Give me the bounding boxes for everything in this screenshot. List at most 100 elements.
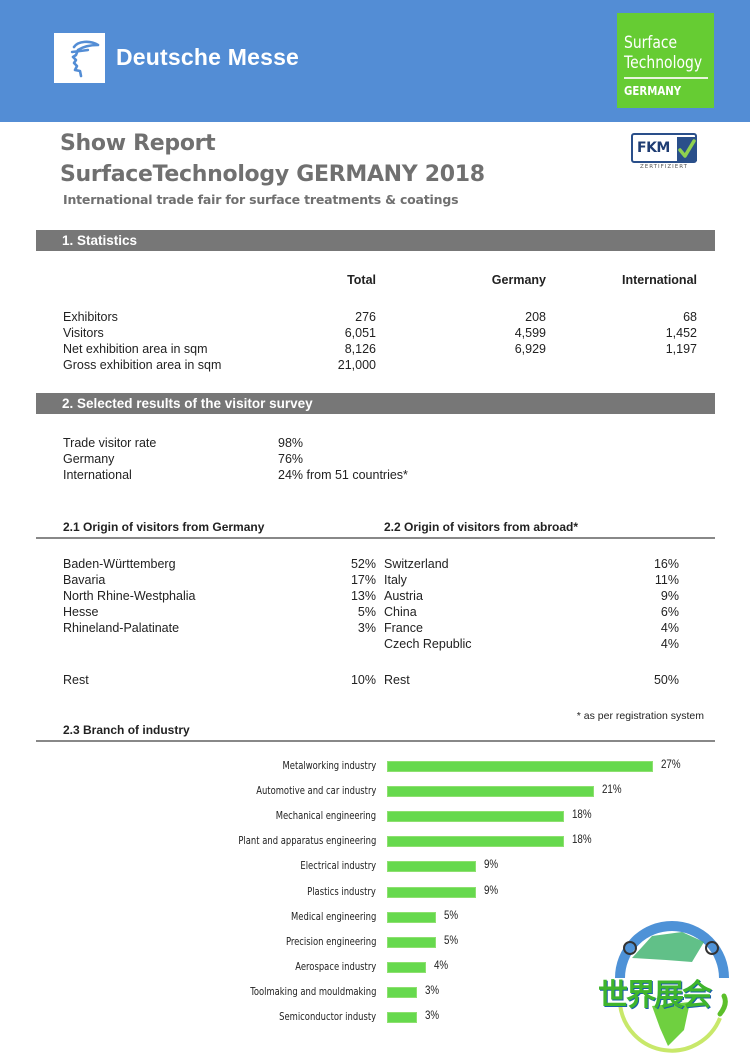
cell-total: 8,126 — [344, 342, 376, 356]
fkm-badge-frame: FKM — [631, 133, 697, 163]
event-subtitle: International trade fair for surface tre… — [63, 192, 459, 207]
fkm-certification-badge: FKM ZERTIFIZIERT — [629, 133, 699, 171]
event-logo-divider — [624, 77, 708, 79]
bar — [387, 936, 436, 948]
section-divider — [36, 740, 715, 742]
bar — [387, 761, 653, 772]
page-header: Deutsche Messe Surface Technology GERMAN… — [0, 0, 750, 122]
list-item-value: 3% — [357, 621, 376, 635]
fkm-badge-text: FKM — [637, 140, 670, 156]
bar-label: Electrical industry — [300, 859, 376, 873]
germany-origin-heading: 2.1 Origin of visitors from Germany — [63, 520, 265, 534]
branch-heading: 2.3 Branch of industry — [63, 723, 190, 737]
list-item-label: China — [384, 605, 417, 619]
abroad-origin-heading: 2.2 Origin of visitors from abroad* — [384, 520, 579, 534]
bar — [387, 861, 476, 873]
survey-label: Trade visitor rate — [63, 436, 157, 450]
survey-value: 24% from 51 countries* — [278, 468, 408, 482]
bar — [387, 836, 564, 848]
row-label: Net exhibition area in sqm — [63, 342, 208, 356]
bar-value-label: 27% — [661, 759, 681, 771]
bar-value-label: 3% — [425, 1010, 440, 1022]
fkm-badge-subtext: ZERTIFIZIERT — [639, 164, 689, 170]
list-item-value: 6% — [660, 605, 679, 619]
list-item-label: Italy — [384, 573, 407, 587]
event-logo-line3: GERMANY — [624, 84, 682, 98]
bar — [387, 811, 564, 823]
bar-label: Aerospace industry — [295, 959, 376, 973]
cell-international: 1,197 — [665, 342, 697, 356]
branch-of-industry-chart: Metalworking industry 27% Automotive and c… — [0, 755, 750, 1045]
bar-label: Toolmaking and mouldmaking — [249, 984, 376, 998]
cell-total: 21,000 — [337, 358, 376, 372]
list-item-label: Austria — [384, 589, 423, 603]
bar-label: Plastics industry — [307, 884, 376, 898]
bar-label: Medical engineering — [290, 909, 376, 923]
column-header-germany: Germany — [491, 273, 546, 287]
survey-value: 76% — [278, 452, 304, 466]
list-item-value: 50% — [653, 673, 679, 687]
survey-label: Germany — [63, 452, 115, 466]
bar-label: Plant and apparatus engineering — [238, 834, 376, 848]
list-item-label: France — [384, 621, 423, 635]
list-item-label: Rest — [63, 673, 89, 687]
list-item-value: 11% — [654, 573, 679, 587]
list-item-value: 9% — [660, 589, 679, 603]
section-divider — [36, 537, 715, 539]
brand-name: Deutsche Messe — [116, 44, 300, 70]
list-item-label: Switzerland — [384, 557, 449, 571]
bar — [387, 786, 594, 798]
bar-value-label: 5% — [444, 934, 459, 947]
list-item-label: Baden-Württemberg — [63, 557, 176, 571]
bar — [387, 986, 417, 998]
bar-value-label: 4% — [434, 959, 449, 972]
cell-germany: 208 — [525, 310, 546, 324]
bar-value-label: 9% — [484, 859, 499, 872]
bar — [387, 911, 436, 923]
bar-label: Mechanical engineering — [275, 809, 376, 823]
bar-label: Automotive and car industry — [255, 784, 376, 798]
bar-value-label: 5% — [444, 909, 459, 922]
bar — [387, 1012, 417, 1023]
bar — [387, 961, 426, 973]
row-label: Gross exhibition area in sqm — [63, 358, 222, 372]
checkmark-icon — [677, 137, 697, 161]
survey-label: International — [63, 468, 132, 482]
list-item-label: Czech Republic — [384, 637, 472, 651]
cell-total: 6,051 — [344, 326, 376, 340]
bar-value-label: 9% — [484, 884, 499, 897]
list-item-label: Hesse — [63, 605, 99, 619]
bar — [387, 886, 476, 898]
event-logo-line2: Technology — [624, 53, 703, 73]
list-item-value: 4% — [660, 621, 679, 635]
list-item-value: 4% — [660, 637, 679, 651]
column-header-total: Total — [347, 273, 376, 287]
cell-international: 1,452 — [665, 326, 697, 340]
list-item-label: Rest — [384, 673, 410, 687]
bar-label: Semiconductor industy — [278, 1010, 376, 1023]
bar-value-label: 18% — [572, 834, 592, 847]
list-item-label: Rhineland-Palatinate — [63, 621, 180, 635]
watermark-logo: 世界展会 — [592, 918, 748, 1056]
list-item-value: 10% — [350, 673, 376, 687]
globe-icon — [615, 921, 729, 1053]
row-label: Exhibitors — [63, 310, 118, 324]
list-item-value: 13% — [350, 589, 376, 603]
row-label: Visitors — [63, 326, 104, 340]
bar-value-label: 18% — [572, 809, 592, 822]
watermark-text: 世界展会 — [598, 978, 712, 1013]
deutsche-messe-logo — [54, 33, 105, 83]
cell-total: 276 — [355, 310, 376, 324]
event-title: SurfaceTechnology GERMANY 2018 — [60, 162, 485, 187]
list-item-label: Bavaria — [63, 573, 106, 587]
list-item-label: North Rhine-Westphalia — [63, 589, 196, 603]
bar-value-label: 3% — [425, 984, 440, 997]
event-logo-line1: Surface — [624, 33, 678, 53]
surface-technology-logo: Surface Technology GERMANY — [617, 13, 714, 108]
footnote: * as per registration system — [576, 710, 704, 722]
list-item-value: 5% — [357, 605, 376, 619]
section-survey-header: 2. Selected results of the visitor surve… — [36, 393, 715, 414]
bar-label: Metalworking industry — [282, 759, 376, 772]
list-item-value: 16% — [653, 557, 679, 571]
list-item-value: 52% — [350, 557, 376, 571]
